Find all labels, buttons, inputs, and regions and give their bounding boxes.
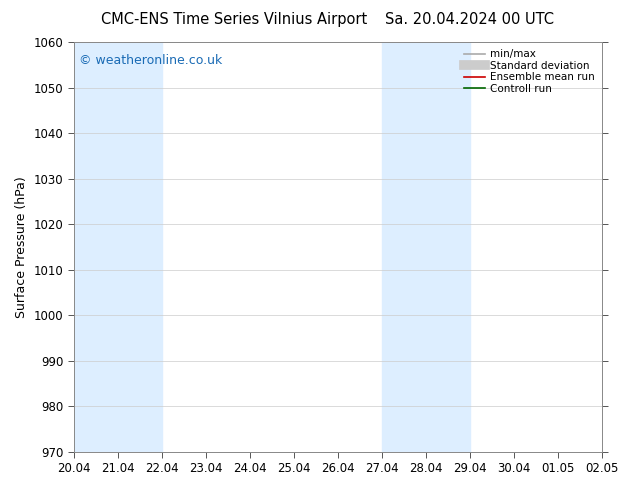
Legend: min/max, Standard deviation, Ensemble mean run, Controll run: min/max, Standard deviation, Ensemble me… xyxy=(462,47,597,96)
Bar xyxy=(426,42,470,452)
Bar xyxy=(382,42,426,452)
Text: CMC-ENS Time Series Vilnius Airport: CMC-ENS Time Series Vilnius Airport xyxy=(101,12,368,27)
Text: Sa. 20.04.2024 00 UTC: Sa. 20.04.2024 00 UTC xyxy=(385,12,553,27)
Bar xyxy=(118,42,162,452)
Bar xyxy=(74,42,118,452)
Text: © weatheronline.co.uk: © weatheronline.co.uk xyxy=(79,54,223,67)
Y-axis label: Surface Pressure (hPa): Surface Pressure (hPa) xyxy=(15,176,28,318)
